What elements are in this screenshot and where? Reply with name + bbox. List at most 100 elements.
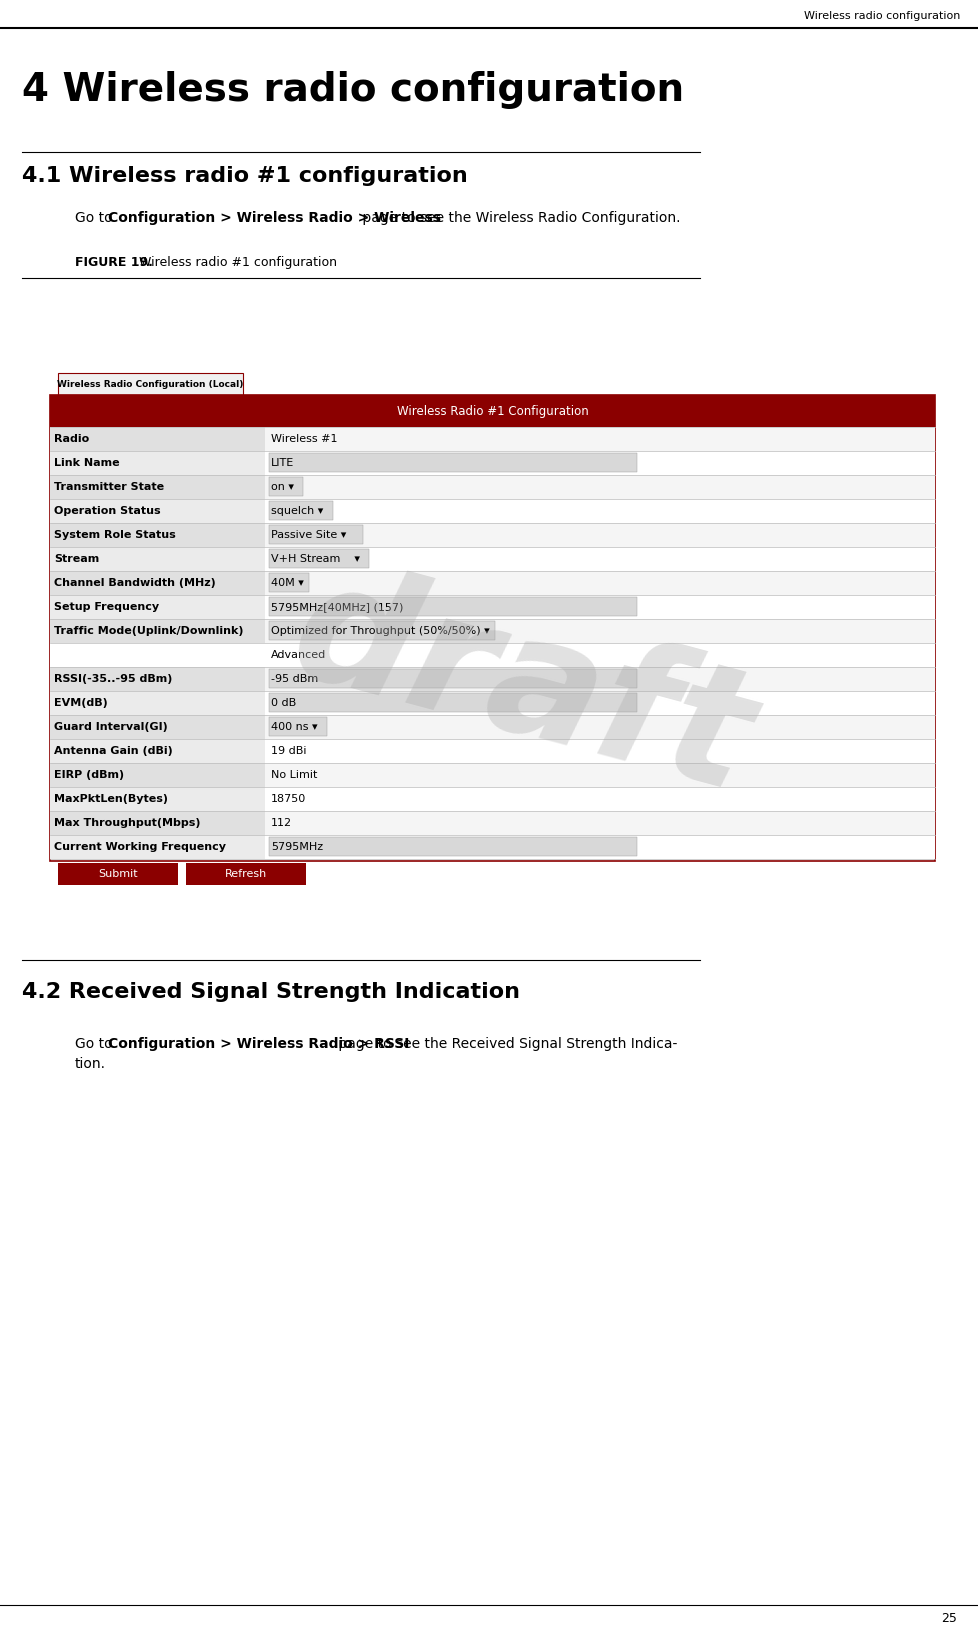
Text: 4.2 Received Signal Strength Indication: 4.2 Received Signal Strength Indication: [22, 983, 519, 1002]
Text: RSSI(-35..-95 dBm): RSSI(-35..-95 dBm): [54, 674, 172, 683]
Bar: [50, 451, 265, 475]
Text: Wireless #1: Wireless #1: [271, 434, 337, 444]
Text: Go to: Go to: [75, 1036, 117, 1051]
Bar: [269, 548, 369, 568]
Bar: [50, 739, 934, 763]
Bar: [50, 787, 265, 810]
Text: 400 ns ▾: 400 ns ▾: [271, 722, 317, 732]
Bar: [50, 691, 934, 714]
Bar: [50, 451, 934, 475]
Bar: [269, 622, 495, 639]
Text: Stream: Stream: [54, 555, 99, 565]
Bar: [50, 395, 934, 426]
Text: No Limit: No Limit: [271, 770, 317, 779]
Bar: [50, 763, 934, 787]
Text: 40M ▾: 40M ▾: [271, 578, 303, 587]
Bar: [50, 499, 934, 522]
Bar: [269, 477, 302, 496]
Bar: [50, 618, 934, 643]
Text: Configuration > Wireless Radio > Wireless: Configuration > Wireless Radio > Wireles…: [108, 212, 440, 225]
Bar: [50, 522, 934, 547]
Text: Transmitter State: Transmitter State: [54, 482, 164, 491]
Text: squelch ▾: squelch ▾: [271, 506, 323, 516]
Text: MaxPktLen(Bytes): MaxPktLen(Bytes): [54, 794, 168, 804]
Bar: [269, 597, 637, 617]
Text: EVM(dB): EVM(dB): [54, 698, 108, 708]
Text: 4 Wireless radio configuration: 4 Wireless radio configuration: [22, 72, 684, 109]
Text: 112: 112: [271, 818, 291, 828]
Bar: [50, 667, 265, 691]
Bar: [50, 618, 265, 643]
Text: Operation Status: Operation Status: [54, 506, 160, 516]
Bar: [269, 718, 327, 735]
Bar: [50, 547, 265, 571]
Bar: [269, 669, 637, 688]
Bar: [269, 573, 309, 592]
Bar: [50, 395, 934, 861]
Bar: [50, 835, 265, 859]
Text: -95 dBm: -95 dBm: [271, 674, 318, 683]
Bar: [50, 426, 934, 451]
Text: Link Name: Link Name: [54, 457, 119, 469]
Text: Channel Bandwidth (MHz): Channel Bandwidth (MHz): [54, 578, 215, 587]
Bar: [50, 714, 934, 739]
Text: 19 dBi: 19 dBi: [271, 747, 306, 757]
Text: Submit: Submit: [98, 869, 138, 879]
Text: 5795MHz[40MHz] (157): 5795MHz[40MHz] (157): [271, 602, 403, 612]
Bar: [186, 862, 306, 885]
Text: 25: 25: [940, 1611, 956, 1624]
Bar: [50, 763, 265, 787]
Bar: [50, 810, 265, 835]
Text: Wireless Radio #1 Configuration: Wireless Radio #1 Configuration: [396, 405, 588, 418]
Text: draft: draft: [276, 548, 768, 827]
Bar: [269, 452, 637, 472]
Text: page to see the Wireless Radio Configuration.: page to see the Wireless Radio Configura…: [358, 212, 680, 225]
Text: Traffic Mode(Uplink/Downlink): Traffic Mode(Uplink/Downlink): [54, 626, 244, 636]
Text: V+H Stream    ▾: V+H Stream ▾: [271, 555, 360, 565]
FancyBboxPatch shape: [58, 373, 243, 395]
Text: Setup Frequency: Setup Frequency: [54, 602, 159, 612]
Text: Passive Site ▾: Passive Site ▾: [271, 530, 346, 540]
Text: FIGURE 19.: FIGURE 19.: [75, 255, 153, 268]
Bar: [50, 835, 934, 859]
Text: Antenna Gain (dBi): Antenna Gain (dBi): [54, 747, 172, 757]
Text: tion.: tion.: [75, 1058, 106, 1071]
Bar: [50, 714, 265, 739]
Bar: [50, 739, 265, 763]
Text: Refresh: Refresh: [225, 869, 267, 879]
Bar: [269, 693, 637, 713]
Text: Wireless radio #1 configuration: Wireless radio #1 configuration: [135, 255, 336, 268]
Text: Advanced: Advanced: [271, 651, 326, 661]
Bar: [50, 691, 265, 714]
Bar: [50, 643, 934, 667]
Bar: [50, 499, 265, 522]
Text: 18750: 18750: [271, 794, 306, 804]
Bar: [50, 547, 934, 571]
Bar: [50, 426, 265, 451]
Text: Go to: Go to: [75, 212, 117, 225]
Bar: [269, 836, 637, 856]
Bar: [50, 810, 934, 835]
Text: 0 dB: 0 dB: [271, 698, 296, 708]
Bar: [50, 595, 265, 618]
Text: Guard Interval(GI): Guard Interval(GI): [54, 722, 167, 732]
Bar: [50, 667, 934, 691]
Text: page to see the Received Signal Strength Indica-: page to see the Received Signal Strength…: [333, 1036, 677, 1051]
Bar: [269, 501, 333, 521]
Bar: [269, 526, 363, 543]
Bar: [50, 571, 934, 595]
Text: System Role Status: System Role Status: [54, 530, 176, 540]
Bar: [50, 475, 934, 499]
Text: Wireless Radio Configuration (Local): Wireless Radio Configuration (Local): [58, 379, 244, 389]
Text: Go to: Go to: [75, 212, 117, 225]
Text: Wireless radio configuration: Wireless radio configuration: [803, 11, 959, 21]
Text: Radio: Radio: [54, 434, 89, 444]
Bar: [50, 595, 934, 618]
Text: 5795MHz: 5795MHz: [271, 843, 323, 853]
Text: on ▾: on ▾: [271, 482, 293, 491]
Bar: [50, 475, 265, 499]
Bar: [58, 862, 178, 885]
Text: Configuration > Wireless Radio > RSSI: Configuration > Wireless Radio > RSSI: [108, 1036, 409, 1051]
Bar: [50, 522, 265, 547]
Text: EIRP (dBm): EIRP (dBm): [54, 770, 124, 779]
